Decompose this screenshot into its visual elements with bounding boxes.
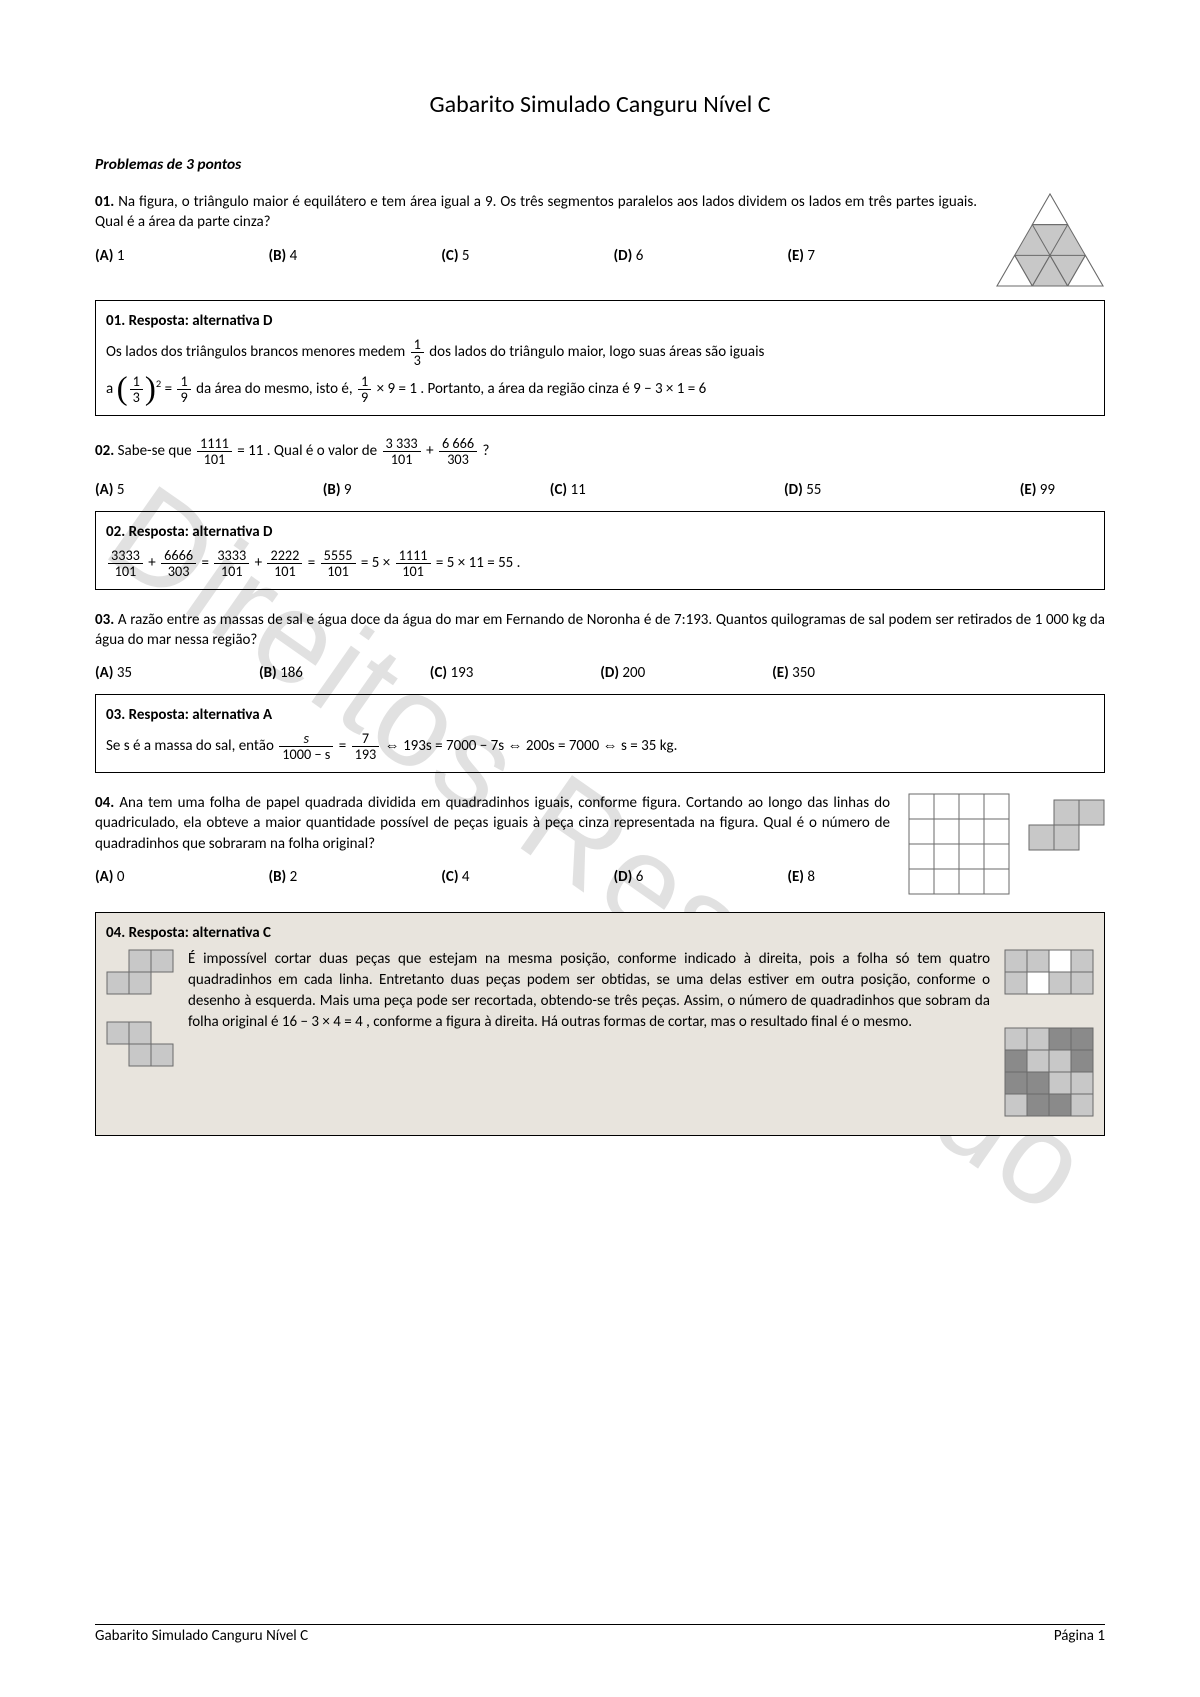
fraction: 6 666303 bbox=[439, 436, 477, 467]
q3-opt-b: (B) 186 bbox=[259, 664, 303, 682]
q1-opt-b: (B) 4 bbox=[268, 247, 297, 265]
q1-answer: 01. Resposta: alternativa D Os lados dos… bbox=[95, 300, 1105, 416]
q2-opt-b: (B) 9 bbox=[323, 481, 352, 499]
q4-options: (A) 0 (B) 2 (C) 4 (D) 6 (E) 8 bbox=[95, 868, 815, 886]
q2-options: (A) 5 (B) 9 (C) 11 (D) 55 (E) 99 bbox=[95, 481, 1055, 499]
q3-num: 03. bbox=[95, 611, 114, 629]
q2-opt-a: (A) 5 bbox=[95, 481, 124, 499]
q4-figure-piece bbox=[1028, 799, 1105, 856]
q2-answer: 02. Resposta: alternativa D 3333101 + 66… bbox=[95, 511, 1105, 590]
q4-opt-c: (C) 4 bbox=[441, 868, 469, 886]
q4-answer: 04. Resposta: alternativa C É impossível… bbox=[95, 912, 1105, 1136]
footer-right: Página 1 bbox=[1054, 1627, 1105, 1645]
q4-answer-text: É impossível cortar duas peças que estej… bbox=[188, 949, 990, 1125]
q2-opt-d: (D) 55 bbox=[784, 481, 821, 499]
q4-opt-a: (A) 0 bbox=[95, 868, 124, 886]
fraction: 13 bbox=[411, 337, 424, 368]
q3-opt-e: (E) 350 bbox=[772, 664, 815, 682]
q4-answer-figs-right bbox=[1004, 949, 1094, 1125]
fraction: 3 333101 bbox=[383, 436, 421, 467]
page-title: Gabarito Simulado Canguru Nível C bbox=[95, 90, 1105, 119]
fraction: 1111101 bbox=[197, 436, 232, 467]
q1-opt-c: (C) 5 bbox=[441, 247, 469, 265]
squared-fraction: ( 13 ) bbox=[117, 374, 156, 405]
q1-body: Na figura, o triângulo maior é equiláter… bbox=[95, 193, 977, 231]
fraction: s1000 − s bbox=[279, 731, 333, 762]
q4-num: 04. bbox=[95, 794, 114, 812]
q3-body: A razão entre as massas de sal e água do… bbox=[95, 611, 1105, 649]
q4-text: 04. Ana tem uma folha de papel quadrada … bbox=[95, 793, 890, 854]
q1-text: 01. Na figura, o triângulo maior é equil… bbox=[95, 192, 977, 233]
question-2: 02. Sabe-se que 1111101 = 11 . Qual é o … bbox=[95, 436, 1105, 499]
q3-opt-a: (A) 35 bbox=[95, 664, 132, 682]
q1-answer-line2: a ( 13 ) 2 = 19 da área do mesmo, isto é… bbox=[106, 374, 1094, 405]
q1-opt-d: (D) 6 bbox=[614, 247, 644, 265]
q4-opt-b: (B) 2 bbox=[268, 868, 297, 886]
q4-answer-title: 04. Resposta: alternativa C bbox=[106, 921, 1094, 945]
q1-answer-line1: Os lados dos triângulos brancos menores … bbox=[106, 337, 1094, 368]
q2-opt-c: (C) 11 bbox=[550, 481, 586, 499]
q1-options: (A) 1 (B) 4 (C) 5 (D) 6 (E) 7 bbox=[95, 247, 815, 265]
footer-left: Gabarito Simulado Canguru Nível C bbox=[95, 1627, 308, 1645]
question-4: 04. Ana tem uma folha de papel quadrada … bbox=[95, 793, 1105, 900]
fraction: 7193 bbox=[352, 731, 380, 762]
q4-figure-grid bbox=[908, 793, 1010, 900]
q3-options: (A) 35 (B) 186 (C) 193 (D) 200 (E) 350 bbox=[95, 664, 815, 682]
q2-text: 02. Sabe-se que 1111101 = 11 . Qual é o … bbox=[95, 436, 1105, 467]
fraction: 19 bbox=[358, 374, 371, 405]
section-header: Problemas de 3 pontos bbox=[95, 155, 1105, 174]
q4-answer-figs-left bbox=[106, 949, 174, 1125]
fraction: 19 bbox=[177, 374, 190, 405]
q3-answer-title: 03. Resposta: alternativa A bbox=[106, 703, 1094, 727]
q1-figure-triangle bbox=[995, 192, 1105, 288]
q3-text: 03. A razão entre as massas de sal e águ… bbox=[95, 610, 1105, 651]
q4-opt-e: (E) 8 bbox=[787, 868, 815, 886]
q2-num: 02. bbox=[95, 442, 114, 460]
q1-opt-e: (E) 7 bbox=[787, 247, 815, 265]
q2-answer-math: 3333101 + 6666303 = 3333101 + 2222101 = … bbox=[106, 548, 1094, 579]
q1-opt-a: (A) 1 bbox=[95, 247, 124, 265]
q3-opt-c: (C) 193 bbox=[430, 664, 474, 682]
q2-opt-e: (E) 99 bbox=[1020, 481, 1055, 499]
q3-opt-d: (D) 200 bbox=[600, 664, 645, 682]
q1-answer-title: 01. Resposta: alternativa D bbox=[106, 309, 1094, 333]
q2-answer-title: 02. Resposta: alternativa D bbox=[106, 520, 1094, 544]
question-3: 03. A razão entre as massas de sal e águ… bbox=[95, 610, 1105, 683]
page-footer: Gabarito Simulado Canguru Nível C Página… bbox=[95, 1624, 1105, 1645]
q4-opt-d: (D) 6 bbox=[614, 868, 644, 886]
question-1: 01. Na figura, o triângulo maior é equil… bbox=[95, 192, 1105, 288]
q4-body: Ana tem uma folha de papel quadrada divi… bbox=[95, 794, 890, 853]
q3-answer-math: Se s é a massa do sal, então s1000 − s =… bbox=[106, 731, 1094, 762]
q1-num: 01. bbox=[95, 193, 114, 211]
q3-answer: 03. Resposta: alternativa A Se s é a mas… bbox=[95, 694, 1105, 773]
